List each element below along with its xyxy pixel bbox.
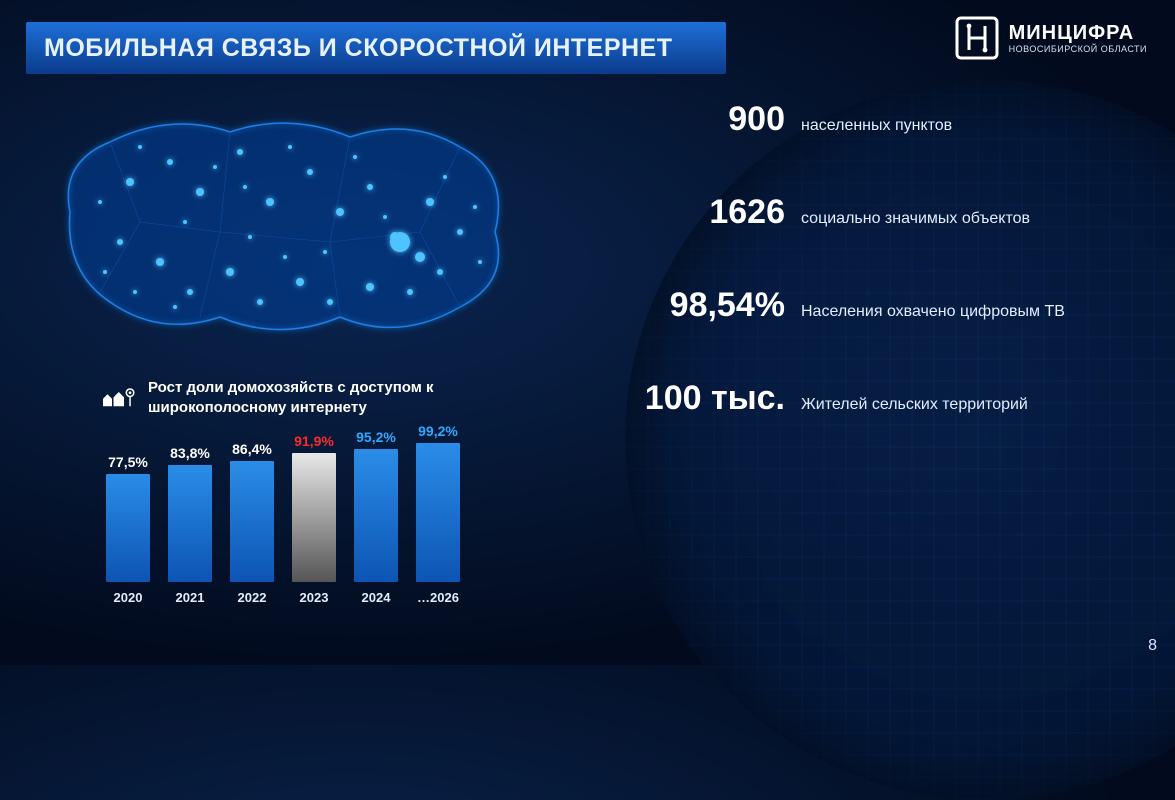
bar bbox=[292, 453, 336, 582]
stat-row: 100 тыс. Жителей сельских территорий bbox=[615, 379, 1155, 418]
bar-category-label: 2024 bbox=[362, 590, 391, 605]
chart-section: Рост доли домохозяйств с доступом к широ… bbox=[100, 378, 530, 605]
bar-value-label: 83,8% bbox=[170, 445, 210, 461]
bar-value-label: 77,5% bbox=[108, 454, 148, 470]
bar bbox=[230, 461, 274, 582]
bar-category-label: 2020 bbox=[114, 590, 143, 605]
stat-value: 900 bbox=[615, 100, 785, 139]
bar-category-label: 2021 bbox=[176, 590, 205, 605]
logo: МИНЦИФРА НОВОСИБИРСКОЙ ОБЛАСТИ bbox=[955, 16, 1147, 60]
stat-label: Жителей сельских территорий bbox=[801, 396, 1028, 414]
bar-…2026: 99,2% …2026 bbox=[414, 423, 462, 605]
page-title: МОБИЛЬНАЯ СВЯЗЬ И СКОРОСТНОЙ ИНТЕРНЕТ bbox=[44, 34, 673, 63]
stat-value: 100 тыс. bbox=[615, 379, 785, 418]
bar-2023: 91,9% 2023 bbox=[290, 433, 338, 605]
bar-category-label: 2022 bbox=[238, 590, 267, 605]
page-number: 8 bbox=[1148, 637, 1157, 655]
title-bar: МОБИЛЬНАЯ СВЯЗЬ И СКОРОСТНОЙ ИНТЕРНЕТ bbox=[26, 22, 726, 74]
bar-2020: 77,5% 2020 bbox=[104, 454, 152, 606]
stats-list: 900 населенных пунктов 1626 социально значи… bbox=[615, 100, 1175, 472]
stat-label: Населения охвачено цифровым ТВ bbox=[801, 303, 1065, 321]
bar-value-label: 91,9% bbox=[294, 433, 334, 449]
bar bbox=[416, 443, 460, 582]
stat-row: 98,54% Населения охвачено цифровым ТВ bbox=[615, 286, 1155, 325]
houses-icon bbox=[100, 381, 136, 415]
stat-row: 900 населенных пунктов bbox=[615, 100, 1155, 139]
stat-value: 98,54% bbox=[615, 286, 785, 325]
bar bbox=[354, 449, 398, 582]
stat-label: населенных пунктов bbox=[801, 117, 952, 135]
bar bbox=[106, 474, 150, 583]
bar-value-label: 95,2% bbox=[356, 429, 396, 445]
region-map bbox=[40, 92, 520, 352]
stat-row: 1626 социально значимых объектов bbox=[615, 193, 1155, 232]
bar bbox=[168, 465, 212, 582]
logo-subtitle: НОВОСИБИРСКОЙ ОБЛАСТИ bbox=[1009, 45, 1147, 55]
stat-value: 1626 bbox=[615, 193, 785, 232]
bar-2024: 95,2% 2024 bbox=[352, 429, 400, 605]
bar-chart: 77,5%202083,8%202186,4%202291,9%202395,2… bbox=[100, 435, 530, 605]
bar-category-label: 2023 bbox=[300, 590, 329, 605]
bar-value-label: 86,4% bbox=[232, 441, 272, 457]
bar-2021: 83,8% 2021 bbox=[166, 445, 214, 605]
logo-icon bbox=[955, 16, 999, 60]
chart-title: Рост доли домохозяйств с доступом к широ… bbox=[148, 378, 530, 417]
logo-title: МИНЦИФРА bbox=[1009, 22, 1147, 45]
bar-2022: 86,4% 2022 bbox=[228, 441, 276, 605]
bar-category-label: …2026 bbox=[417, 590, 459, 605]
bar-value-label: 99,2% bbox=[418, 423, 458, 439]
stat-label: социально значимых объектов bbox=[801, 210, 1030, 228]
